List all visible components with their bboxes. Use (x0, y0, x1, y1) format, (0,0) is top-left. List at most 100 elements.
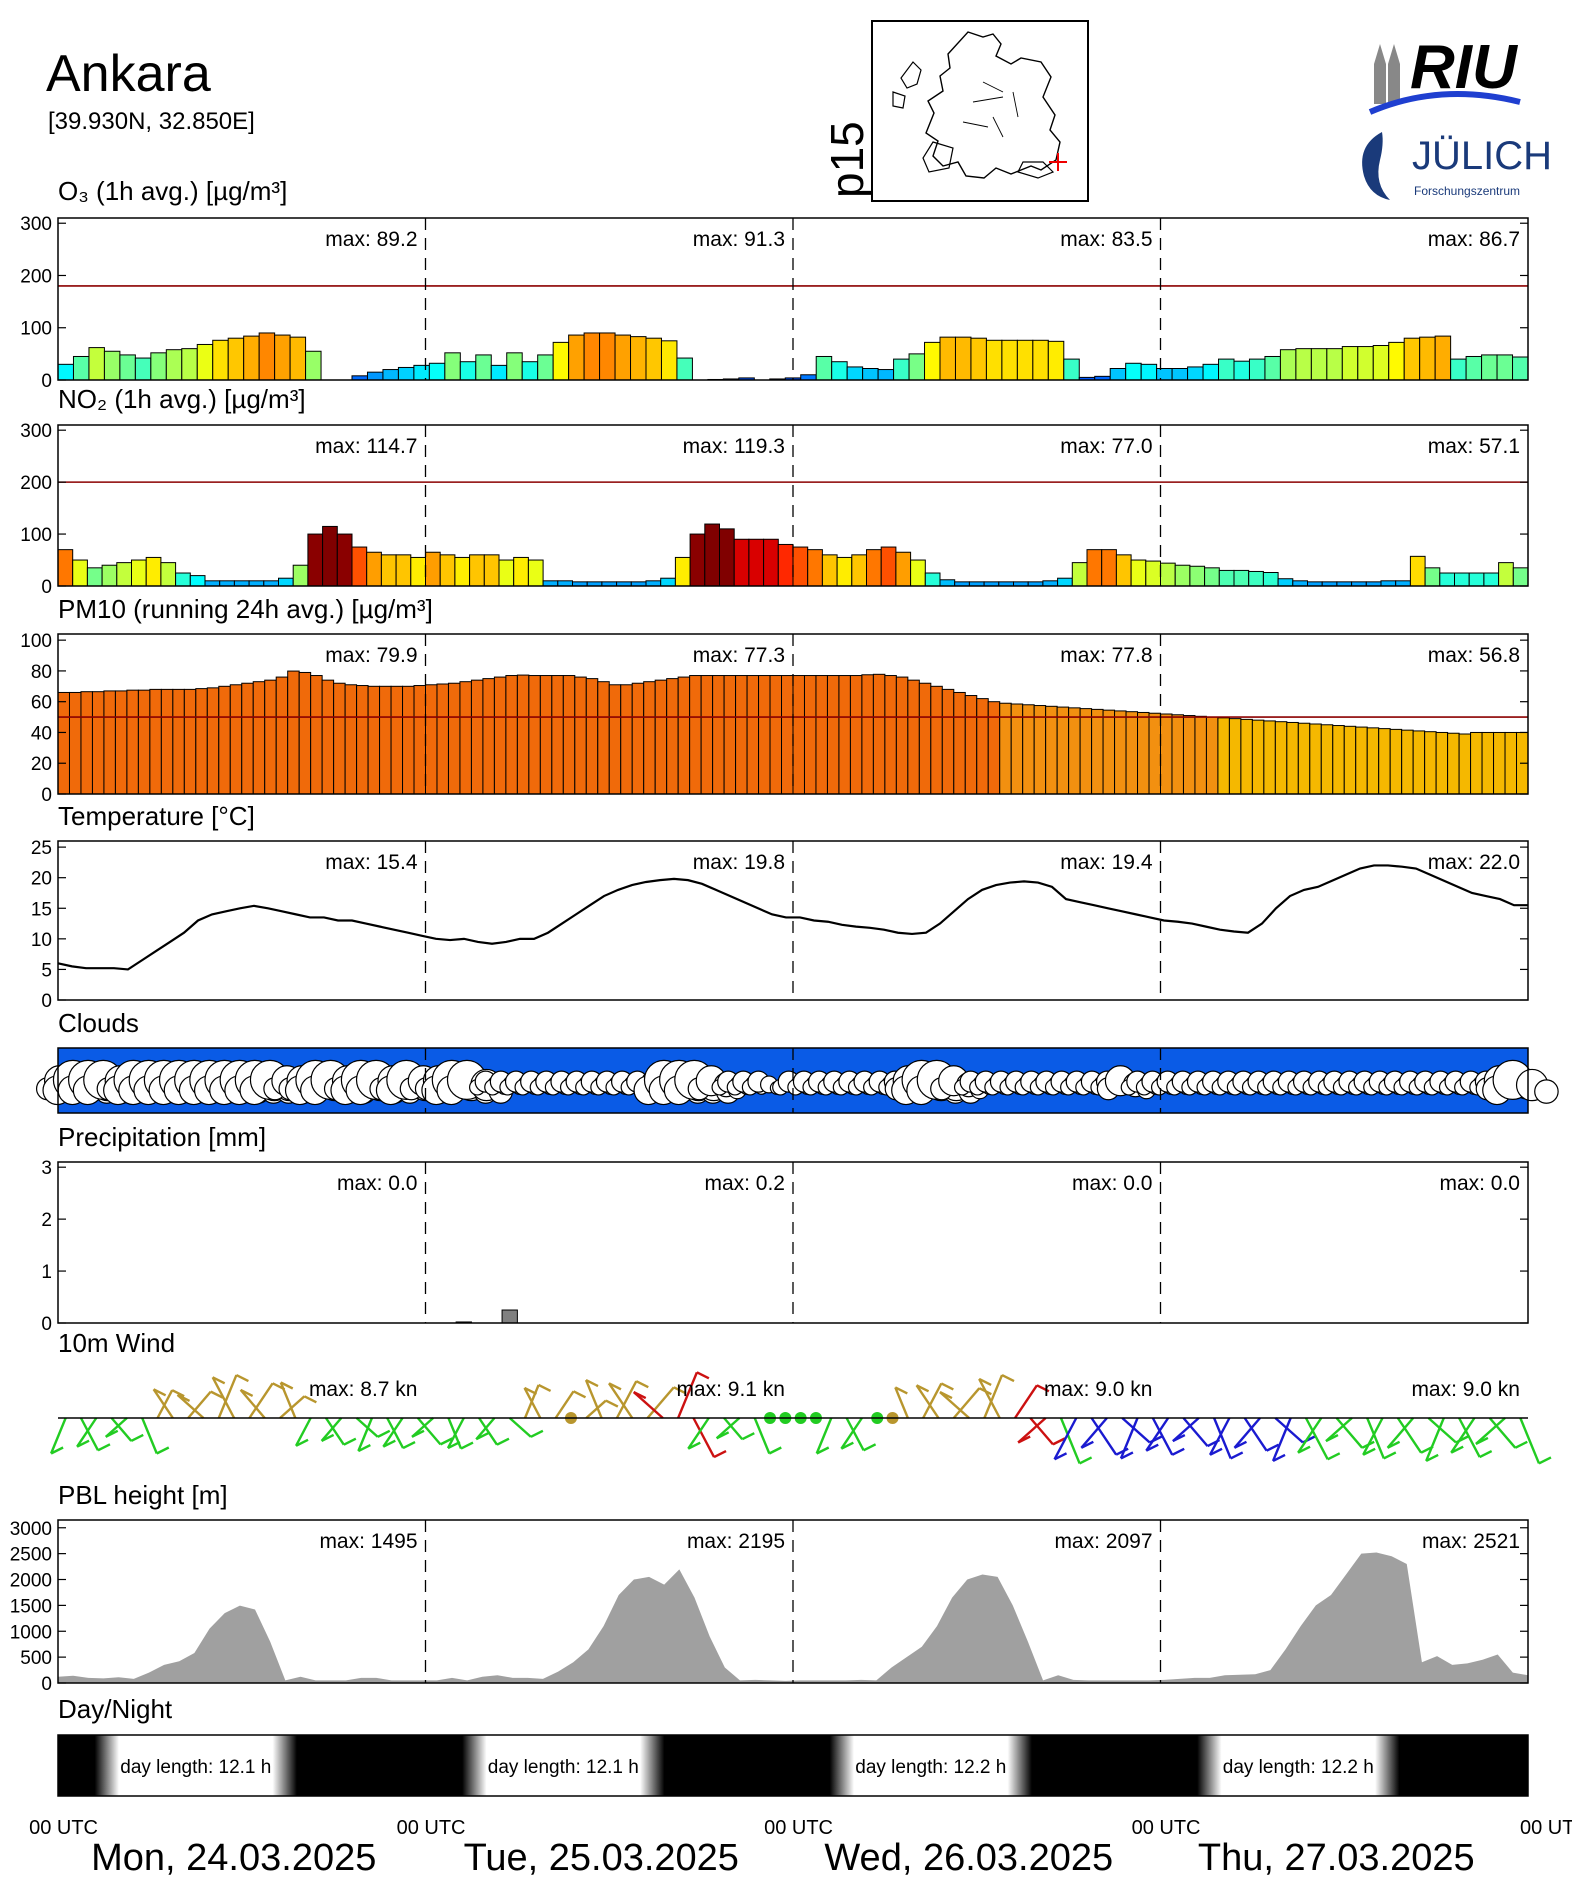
bar (1115, 554, 1132, 587)
bar (1424, 567, 1441, 587)
bar (643, 681, 656, 795)
wind-barb-feather (1425, 1453, 1439, 1462)
bar (676, 357, 693, 381)
bar (126, 689, 139, 795)
bar (1228, 718, 1242, 795)
bar (660, 577, 676, 587)
wind-barb-feather (741, 1432, 755, 1441)
y-tick-label: 0 (41, 991, 52, 1012)
wind-barb (110, 1417, 133, 1442)
bar (1310, 348, 1328, 381)
wind-barb-feather (235, 1374, 249, 1383)
wind-barb (320, 1417, 343, 1442)
wind-barb-feather (816, 1446, 830, 1455)
bar (1341, 346, 1359, 381)
wind-barb (1053, 1417, 1078, 1460)
wind-barb-feather (863, 1443, 877, 1452)
y-tick-label: 2000 (10, 1571, 52, 1592)
max-label: max: 19.8 (693, 851, 785, 874)
max-label: max: 9.0 kn (1044, 1378, 1153, 1401)
wind-barb (141, 1417, 158, 1454)
bar (1047, 340, 1065, 381)
wind-barb (692, 1417, 716, 1458)
bar (1262, 571, 1279, 587)
wind-barb (687, 1417, 710, 1450)
wind-barb-feather (608, 1382, 622, 1391)
bar (748, 538, 765, 587)
wind-barb (646, 1386, 675, 1419)
bar (1045, 705, 1058, 795)
bar (1320, 724, 1334, 795)
y-tick-label: 25 (31, 838, 52, 859)
temperature-line (57, 864, 1528, 971)
y-tick-label: 300 (20, 421, 52, 442)
bar (444, 352, 461, 381)
wind-barb (715, 1417, 741, 1440)
bar (630, 336, 647, 381)
bar (1187, 366, 1204, 381)
bar (1233, 360, 1250, 381)
wind-barb (324, 1417, 345, 1446)
wind-barb (1182, 1417, 1209, 1447)
wind-barb-feather (50, 1446, 64, 1455)
bar (1439, 572, 1456, 587)
bar (528, 675, 541, 795)
bar (447, 682, 461, 795)
location-marker-icon (1049, 153, 1067, 171)
wind-barb (411, 1417, 434, 1438)
bar (1493, 731, 1506, 795)
bar (861, 674, 874, 795)
y-tick-label: 200 (20, 473, 52, 494)
bar (970, 337, 987, 381)
wind-barb (952, 1387, 981, 1419)
bar (1388, 341, 1405, 381)
bar (826, 675, 840, 795)
bar (160, 688, 174, 795)
bar (1130, 559, 1147, 587)
bar (1434, 335, 1452, 381)
bar (872, 673, 886, 795)
wind-barb (217, 1374, 238, 1419)
utc-label: 00 UTC (397, 1817, 466, 1839)
wind-barb (1243, 1417, 1268, 1452)
o3-frame (57, 217, 1529, 381)
bar (86, 567, 103, 587)
wind-barb (677, 1371, 699, 1419)
y-tick-label: 100 (20, 525, 52, 546)
bar (1481, 731, 1495, 795)
wind-barb (922, 1382, 943, 1419)
bar (976, 698, 989, 795)
max-label: max: 2195 (687, 1530, 785, 1553)
bar (72, 355, 90, 381)
wind-barb (607, 1382, 634, 1419)
bar (614, 334, 632, 381)
precip-frame (57, 1161, 1529, 1324)
bar (425, 551, 441, 587)
wind-barb (1119, 1417, 1139, 1459)
bar (924, 341, 941, 381)
max-label: max: 2097 (1054, 1530, 1152, 1553)
max-label: max: 83.5 (1060, 228, 1152, 251)
bar (425, 684, 438, 795)
bar (1033, 705, 1047, 795)
bar (298, 671, 312, 795)
utc-label: 00 UTC (1132, 1817, 1201, 1839)
wind-barb (1335, 1417, 1364, 1449)
bar (1297, 722, 1311, 795)
bar (72, 559, 88, 587)
bar (880, 546, 897, 587)
wind-barb-feather (673, 1386, 687, 1395)
bar (206, 687, 220, 795)
y-tick-label: 0 (41, 785, 52, 806)
wind-barb (1121, 1417, 1151, 1444)
bar (763, 538, 779, 587)
bar (1454, 572, 1470, 587)
max-label: max: 56.8 (1428, 644, 1520, 667)
y-tick-label: 15 (31, 899, 52, 920)
wind-barb (815, 1417, 833, 1454)
bar (175, 572, 191, 587)
bar (241, 682, 254, 795)
wind-barb (279, 1382, 297, 1419)
bar (777, 543, 794, 587)
bar (413, 364, 430, 381)
